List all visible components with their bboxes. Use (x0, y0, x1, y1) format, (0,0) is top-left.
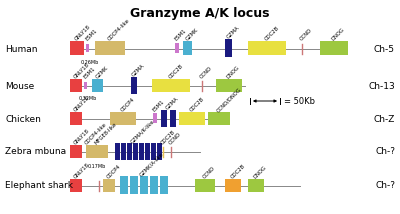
Bar (216, 79, 242, 92)
Text: Granzyme A/K locus: Granzyme A/K locus (130, 7, 270, 20)
Text: 0.32Mb: 0.32Mb (79, 96, 97, 101)
Bar (86, 44, 89, 52)
Text: ESM1: ESM1 (82, 66, 96, 80)
Text: CCND: CCND (298, 28, 313, 42)
Text: GNLY18: GNLY18 (72, 128, 90, 146)
Text: GNLY18: GNLY18 (74, 24, 91, 42)
Text: CDCP4: CDCP4 (106, 164, 122, 180)
Text: Ch-13: Ch-13 (368, 82, 395, 91)
Text: 0.26Mb: 0.26Mb (81, 60, 99, 65)
Text: GZMK: GZMK (94, 65, 109, 80)
Bar (84, 82, 87, 89)
Text: 0.17Mb: 0.17Mb (88, 164, 106, 169)
Bar (130, 176, 138, 194)
Bar (170, 110, 176, 127)
Bar (195, 179, 215, 192)
Bar (320, 41, 348, 55)
Text: CDC2B: CDC2B (168, 64, 184, 80)
Text: CDC2B: CDC2B (264, 25, 280, 42)
Text: ESM1: ESM1 (84, 28, 98, 42)
Text: Elephant shark: Elephant shark (5, 181, 73, 190)
Text: Chicken: Chicken (5, 114, 41, 123)
Text: CDC2B: CDC2B (160, 129, 176, 146)
Bar (86, 145, 108, 158)
Bar (103, 179, 115, 192)
Text: Mouse: Mouse (5, 82, 34, 91)
Text: CCND: CCND (168, 132, 182, 146)
Bar (145, 143, 150, 160)
Text: Ch-Z: Ch-Z (374, 114, 395, 123)
Text: CCND: CCND (202, 166, 216, 180)
Text: Human: Human (5, 45, 38, 54)
Bar (175, 43, 179, 53)
Bar (127, 143, 132, 160)
Text: CCND: CCND (198, 66, 213, 80)
Bar (161, 110, 167, 127)
Text: Ch-?: Ch-? (375, 181, 395, 190)
Text: CDC2B: CDC2B (230, 163, 246, 180)
Bar (160, 176, 168, 194)
Bar (152, 79, 190, 92)
Text: GZMA/K-like: GZMA/K-like (130, 118, 155, 144)
Bar (153, 113, 157, 123)
Bar (115, 143, 120, 160)
Text: DNOG: DNOG (226, 65, 240, 80)
Text: CDCP4: CDCP4 (120, 97, 136, 113)
Bar (208, 112, 230, 125)
Bar (70, 179, 82, 192)
Text: GZMK: GZMK (184, 28, 199, 42)
Text: Ch-5: Ch-5 (374, 45, 395, 54)
Text: = 50Kb: = 50Kb (284, 97, 315, 106)
Bar (70, 41, 84, 55)
Text: CDCP4-like: CDCP4-like (106, 18, 130, 42)
Bar (225, 39, 232, 57)
Bar (121, 143, 126, 160)
Bar (139, 143, 144, 160)
Text: GZMK/A-like: GZMK/A-like (138, 151, 164, 177)
Text: ESM1: ESM1 (174, 28, 187, 42)
Bar (92, 79, 103, 92)
Bar (70, 145, 82, 158)
Bar (133, 143, 138, 160)
Text: GNLY18: GNLY18 (72, 162, 90, 180)
Bar (179, 112, 205, 125)
Text: GZMA: GZMA (226, 25, 240, 40)
Bar (248, 41, 286, 55)
Bar (225, 179, 241, 192)
Text: GNLY18: GNLY18 (72, 95, 90, 113)
Bar (248, 179, 264, 192)
Text: CCND/DNOG: CCND/DNOG (216, 86, 242, 113)
Text: ESM1: ESM1 (152, 99, 165, 113)
Text: GZMA: GZMA (164, 96, 179, 111)
Bar (110, 112, 136, 125)
Text: GNLY18: GNLY18 (72, 62, 90, 80)
Text: GZMA: GZMA (130, 63, 145, 78)
Bar (140, 176, 148, 194)
Bar (157, 143, 162, 160)
Bar (95, 41, 125, 55)
Bar (70, 79, 82, 92)
Bar (150, 176, 158, 194)
Bar (183, 41, 192, 55)
Text: DNOG: DNOG (252, 165, 267, 180)
Text: CDC2B: CDC2B (188, 97, 205, 113)
Bar (120, 176, 128, 194)
Text: Ch-?: Ch-? (375, 147, 395, 156)
Bar (70, 112, 82, 125)
Text: CDCP4-like: CDCP4-like (84, 122, 108, 146)
Bar (131, 77, 137, 94)
Bar (151, 143, 156, 160)
Text: Zebra mbuna: Zebra mbuna (5, 147, 66, 156)
Text: MFGE8-like: MFGE8-like (94, 122, 118, 146)
Text: DNOG: DNOG (330, 27, 345, 42)
